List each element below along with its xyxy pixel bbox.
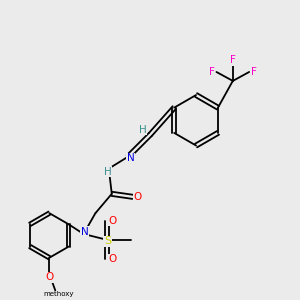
Text: O: O [134,192,142,202]
Text: H: H [139,125,147,135]
Text: N: N [81,226,88,237]
Text: S: S [104,236,111,246]
Text: H: H [104,167,112,176]
Text: F: F [251,67,256,77]
Text: O: O [109,254,117,264]
Text: F: F [230,55,236,65]
Text: O: O [45,272,53,282]
Text: N: N [127,153,134,163]
Text: F: F [209,67,215,77]
Text: methoxy: methoxy [43,291,74,297]
Text: O: O [109,216,117,226]
